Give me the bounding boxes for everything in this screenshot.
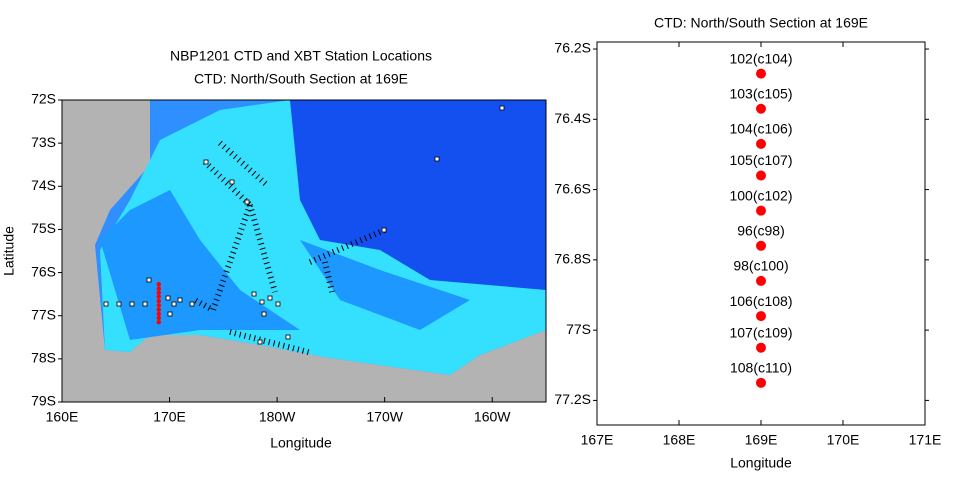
map-station [156,311,161,317]
station-label: 106(c108) [729,293,792,309]
station-label: 102(c104) [729,50,792,66]
x-tick-label: 169E [745,432,778,448]
station-point [756,342,766,353]
x-tick-label: 170E [827,432,860,448]
y-tick-label: 77.2S [554,391,591,407]
x-tick-label: 171E [909,432,942,448]
y-tick-label: 77S [566,321,591,337]
y-tick-label: 76S [31,263,56,279]
xbt-tracks [193,140,387,356]
map-station [156,290,161,296]
station-point [756,68,766,79]
y-axis-label: Latitude [1,226,17,276]
station-label: 103(c105) [729,85,792,101]
station-point [756,170,766,181]
map-station [156,282,161,287]
x-tick-label: 167E [581,432,614,448]
station-point [756,103,766,114]
station-label: 100(c102) [729,187,792,203]
x-tick-label: 180W [259,409,296,425]
map-station [156,315,161,321]
y-tick-label: 79S [31,393,56,409]
y-tick-label: 74S [31,177,56,193]
map-station [156,286,161,291]
station-point [756,138,766,149]
x-tick-label: 160W [474,409,511,425]
x-tick-label: 170E [153,409,186,425]
station-label: 107(c109) [729,324,792,340]
ctd-stations [103,105,505,345]
x-tick-label: 160E [46,409,79,425]
y-tick-label: 78S [31,350,56,366]
station-point [756,377,766,388]
shelf-basin [300,240,470,330]
station-point [756,275,766,286]
y-tick-label: 76.6S [554,180,591,196]
station-point [756,240,766,251]
station-point [756,311,766,322]
deep-sea [290,100,546,290]
station-label: 96(c98) [737,223,784,239]
y-tick-label: 73S [31,134,56,150]
y-tick-label: 72S [31,91,56,107]
chart-title: CTD: North/South Section at 169E [654,15,868,31]
x-axis-label: Longitude [270,435,332,451]
map-station [156,298,161,304]
station-label: 108(c110) [730,360,792,376]
map-frame [61,99,547,403]
map-station [156,294,161,299]
map-subtitle: CTD: North/South Section at 169E [194,71,408,87]
map-station [156,319,161,325]
map-station [156,303,161,308]
y-tick-label: 76.4S [554,110,591,126]
station-label: 105(c107) [729,152,792,168]
bathymetry [62,100,546,402]
map-station [156,307,161,312]
x-tick-label: 170W [366,409,403,425]
shelf-basin [100,190,300,340]
station-label: 98(c100) [733,258,788,274]
y-tick-label: 75S [31,220,56,236]
x-tick-label: 168E [663,432,696,448]
y-tick-label: 76.8S [554,251,591,267]
station-label: 104(c106) [729,121,792,137]
map-title: NBP1201 CTD and XBT Station Locations [170,48,432,64]
station-point [756,205,766,216]
x-axis-label: Longitude [730,455,792,471]
y-tick-label: 76.2S [554,40,591,56]
y-tick-label: 77S [31,306,56,322]
